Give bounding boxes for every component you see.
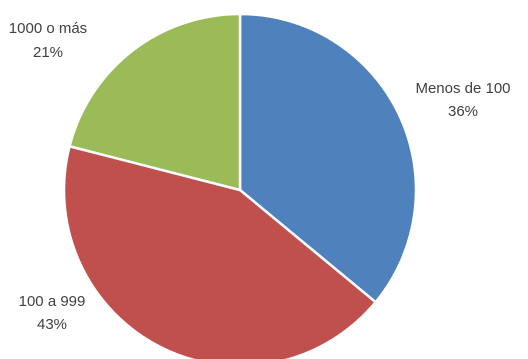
slice-percent-100-a-999: 43%	[37, 316, 67, 333]
slice-label-menos-de-100: Menos de 100	[415, 80, 510, 97]
slice-percent-1000-o-mas: 21%	[33, 44, 63, 61]
slice-percent-menos-de-100: 36%	[448, 103, 478, 120]
pie-slice-100-a-999	[62, 144, 377, 359]
pie-slices	[62, 12, 418, 359]
slice-label-100-a-999: 100 a 999	[19, 293, 86, 310]
slice-label-1000-o-mas: 1000 o más	[9, 20, 87, 37]
pie-slice-1000-o-m-s	[68, 12, 242, 192]
slice-labels: Menos de 100 36% 100 a 999 43% 1000 o má…	[9, 20, 511, 333]
pie-slice-menos-de-100	[238, 12, 418, 304]
